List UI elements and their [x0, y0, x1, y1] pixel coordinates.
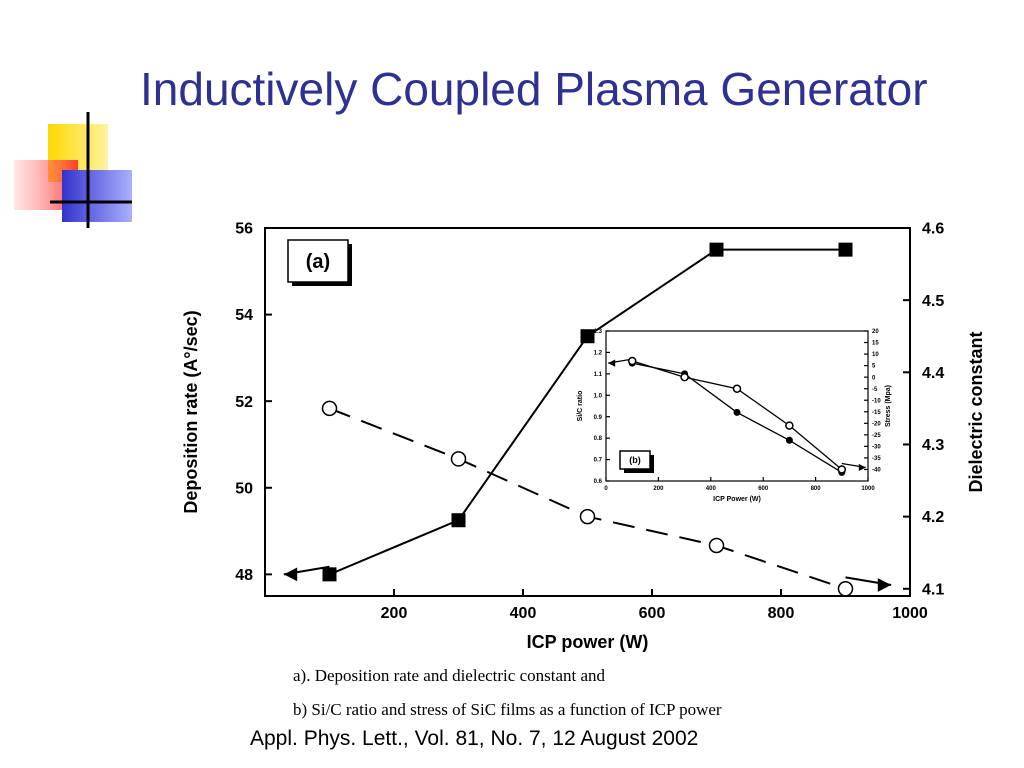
panel-b-y-left-tick-label: 1.2	[594, 351, 603, 357]
panel-a-x-tick-label: 200	[381, 605, 408, 622]
panel-a-panel-label-box	[287, 239, 349, 283]
panel-b-y-right-tick-label: -20	[872, 421, 881, 427]
panel-a-panel-label: (a)	[306, 251, 330, 273]
panel-b-y-right-tick-label: -5	[872, 387, 878, 393]
panel-a-y-left-tick-label: 56	[235, 221, 253, 238]
panel-a-x-tick-label: 600	[639, 605, 666, 622]
panel-a-y-right-tick-label: 4.3	[922, 437, 944, 454]
panel-a-y-right-tick-label: 4.1	[922, 581, 944, 598]
panel-b-panel-label: (b)	[629, 455, 641, 465]
panel-a-y-left-tick-label: 48	[235, 567, 253, 584]
panel-b-series-2-point	[680, 372, 689, 382]
caption-line-1: a). Deposition rate and dielectric const…	[293, 666, 606, 685]
panel-b-y-right-tick-label: -25	[872, 433, 881, 439]
panel-b-y-left-axis-label: Si/C ratio	[577, 391, 584, 422]
panel-a-series-1-point	[838, 242, 853, 257]
citation: Appl. Phys. Lett., Vol. 81, No. 7, 12 Au…	[250, 727, 699, 750]
panel-a-series-2-point	[450, 451, 467, 467]
panel-b-x-tick-label: 200	[653, 486, 664, 492]
panel-b-y-right-tick-label: 15	[872, 341, 879, 347]
panel-a-y-left-tick-label: 52	[235, 394, 253, 411]
panel-b-series-1-axis-arrowhead	[608, 359, 616, 367]
panel-a-series-2-point	[708, 537, 725, 554]
panel-b-x-tick-label: 800	[811, 486, 822, 492]
panel-b-series-2-axis-arrowhead	[858, 463, 866, 472]
panel-b-y-right-tick-label: 10	[872, 352, 879, 358]
panel-a-series-2-point	[321, 400, 338, 417]
panel-a-x-tick-label: 800	[768, 605, 795, 622]
panel-b-y-left-tick-label: 0.7	[594, 458, 603, 464]
panel-b-series-1-point	[785, 436, 793, 444]
slide-title: Inductively Coupled Plasma Generator	[140, 63, 928, 115]
panel-b-y-left-tick-label: 0.6	[594, 479, 603, 485]
panel-b-y-right-tick-label: -35	[872, 456, 881, 462]
panel-a-x-tick-label: 1000	[892, 605, 928, 622]
panel-b-x-tick-label: 1000	[861, 486, 875, 492]
panel-b-y-right-tick-label: -40	[872, 468, 881, 474]
panel-a-y-right-axis-label: Dielectric constant	[966, 331, 986, 492]
panel-a-y-right-tick-label: 4.5	[922, 293, 944, 310]
panel-a-series-1-point	[451, 513, 466, 528]
panel-b-x-tick-label: 600	[758, 486, 769, 492]
panel-a-y-right-tick-label: 4.2	[922, 509, 944, 526]
panel-b-series-2-point	[785, 421, 794, 430]
panel-b-y-right-tick-label: 20	[872, 329, 879, 335]
panel-b-y-right-tick-label: -10	[872, 398, 881, 404]
panel-a-x-tick-label: 400	[510, 605, 537, 622]
caption-line-2: b) Si/C ratio and stress of SiC films as…	[293, 700, 722, 719]
panel-b-series-1-point	[733, 408, 741, 416]
panel-a-series-1-point	[709, 242, 724, 257]
panel-a-y-right-tick-label: 4.6	[922, 221, 944, 238]
panel-b-series-2-point	[732, 384, 742, 393]
panel-b-x-tick-label: 0	[604, 486, 608, 492]
panel-a-series-1-point	[580, 329, 595, 344]
panel-b-y-left-tick-label: 1.0	[594, 393, 603, 399]
panel-b-panel-label-box	[619, 450, 651, 470]
panel-b-y-right-tick-label: -30	[872, 444, 881, 450]
panel-b-y-right-tick-label: -15	[872, 410, 881, 416]
panel-b-x-tick-label: 400	[706, 486, 717, 492]
panel-b-series-2-point	[627, 356, 637, 366]
panel-b-y-right-tick-label: 0	[872, 375, 876, 381]
panel-b-y-left-tick-label: 0.8	[594, 436, 603, 442]
panel-a-series-2-point	[837, 581, 854, 597]
panel-b-y-left-tick-label: 0.9	[594, 415, 603, 421]
panel-a-series-1-point	[322, 567, 337, 582]
panel-a-y-right-tick-label: 4.4	[922, 365, 944, 382]
decorative-logo	[14, 112, 132, 228]
panel-a-series-2-axis-arrowhead	[877, 578, 892, 592]
icp-chart: 200 400 600 800 100048505254564.14.24.34.44.…	[181, 221, 986, 652]
logo-blue-square	[62, 170, 132, 222]
panel-b-y-left-tick-label: 1.3	[594, 329, 603, 335]
panel-a-series-1-axis-arrowhead	[283, 567, 298, 582]
panel-b-y-left-tick-label: 1.1	[594, 372, 603, 378]
panel-a-series-2-point	[579, 508, 596, 525]
panel-a-y-left-tick-label: 50	[235, 480, 253, 497]
panel-a-y-left-tick-label: 54	[235, 307, 253, 324]
panel-a-y-left-axis-label: Deposition rate (A°/sec)	[181, 310, 201, 513]
panel-b-series-2-point	[837, 465, 847, 474]
panel-b-y-right-axis-label: Stress (Mpa)	[885, 385, 892, 427]
panel-b-y-right-tick-label: 5	[872, 364, 876, 370]
panel-a-x-axis-label: ICP power (W)	[527, 632, 649, 652]
panel-b-x-axis-label: ICP Power (W)	[713, 496, 761, 503]
